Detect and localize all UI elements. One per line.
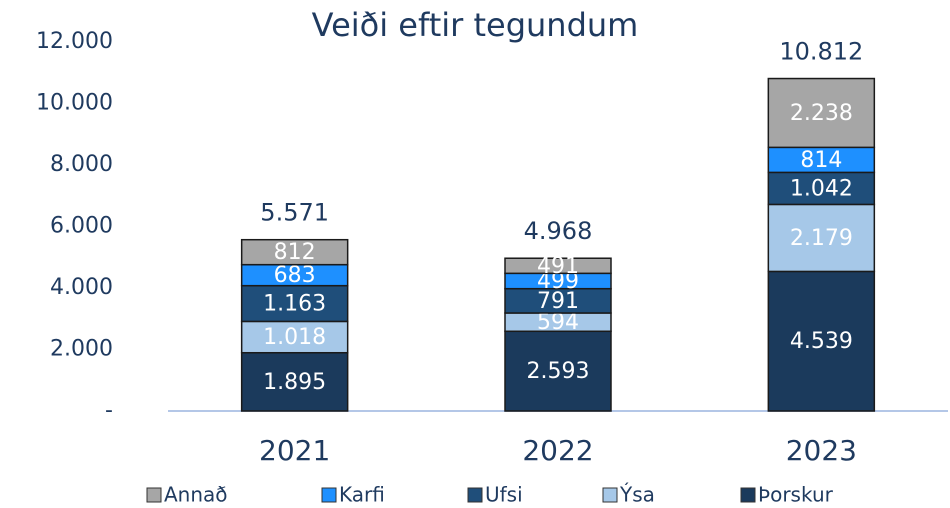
value-label: 1.042: [790, 176, 853, 201]
x-tick-label: 2021: [259, 434, 330, 467]
legend-swatch: [321, 487, 337, 503]
value-label: 1.018: [263, 325, 326, 350]
legend-label: Ýsa: [619, 483, 655, 507]
legend-swatch: [602, 487, 618, 503]
total-label: 10.812: [779, 38, 863, 66]
legend-label: Karfi: [339, 483, 385, 507]
legend-label: Þorskur: [758, 483, 834, 507]
value-label: 683: [274, 263, 316, 288]
value-label: 814: [800, 148, 842, 173]
value-label: 2.179: [790, 226, 853, 251]
legend-swatch: [740, 487, 756, 503]
bar-segment: [504, 257, 612, 275]
bar-segment: [240, 351, 349, 412]
bar-segment: [767, 77, 876, 149]
y-tick-label: 4.000: [50, 275, 113, 300]
value-label: 1.895: [263, 370, 326, 395]
value-label: 791: [537, 289, 579, 314]
x-tick-label: 2023: [786, 434, 857, 467]
bar-segment: [767, 270, 876, 412]
bar-segment: [767, 203, 876, 273]
legend-swatch: [467, 487, 483, 503]
y-tick-label: 8.000: [50, 152, 113, 177]
legend-swatch: [146, 487, 162, 503]
value-label: 812: [274, 240, 316, 265]
value-label: 1.163: [263, 292, 326, 317]
value-label: 2.593: [527, 359, 590, 384]
value-label: 4.539: [790, 329, 853, 354]
y-tick-label: 12.000: [36, 29, 113, 54]
bar-segment: [504, 330, 612, 412]
y-tick-label: 6.000: [50, 214, 113, 239]
bar-segment: [240, 320, 349, 354]
total-label: 4.968: [524, 217, 593, 245]
total-label: 5.571: [260, 199, 329, 227]
value-label: 594: [537, 310, 579, 335]
y-tick-label: -: [105, 398, 113, 423]
chart-title: Veiði eftir tegundum: [312, 6, 639, 44]
bar-segment: [504, 287, 612, 314]
value-label: 491: [537, 254, 579, 279]
bar-segment: [767, 146, 876, 174]
x-tick-label: 2022: [522, 434, 593, 467]
bar-segment: [240, 238, 349, 266]
legend-label: Ufsi: [485, 483, 523, 507]
legend-label: Annað: [164, 483, 228, 507]
y-tick-label: 10.000: [36, 91, 113, 116]
value-label: 2.238: [790, 101, 853, 126]
y-tick-label: 2.000: [50, 337, 113, 362]
